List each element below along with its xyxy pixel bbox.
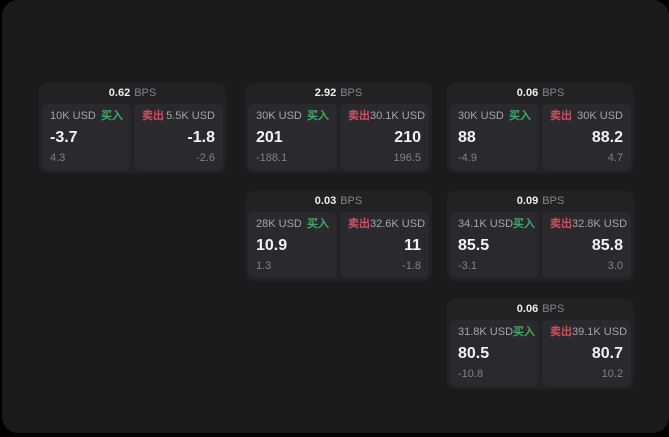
sell-amount: 32.6K USD [370,218,426,230]
buy-delta: 4.3 [50,152,66,164]
quote-card: 0.03 BPS 28K USD 买入 10.9 1.3 卖出 32.6K US… [245,191,432,281]
buy-label: 买入 [513,326,536,338]
buy-panel[interactable]: 31.8K USD 买入 80.5 -10.8 [450,320,539,386]
buy-amount: 10K USD [50,110,96,122]
buy-panel[interactable]: 34.1K USD 买入 85.5 -3.1 [450,212,539,278]
quote-card: 0.09 BPS 34.1K USD 买入 85.5 -3.1 卖出 32.8K… [447,191,634,281]
bps-header: 2.92 BPS [248,83,429,104]
buy-panel[interactable]: 28K USD 买入 10.9 1.3 [248,212,337,278]
sell-price: 88.2 [591,128,623,146]
sell-panel[interactable]: 卖出 32.6K USD 11 -1.8 [340,212,429,278]
buy-panel[interactable]: 10K USD 买入 -3.7 4.3 [42,104,131,170]
buy-label: 买入 [509,110,531,122]
sell-delta: -1.8 [402,260,421,272]
sell-label: 卖出 [348,218,370,230]
quote-card: 0.06 BPS 31.8K USD 买入 80.5 -10.8 卖出 39.1… [447,299,634,389]
quote-card: 0.06 BPS 30K USD 买入 88 -4.9 卖出 30K USD [447,83,634,173]
quote-body: 30K USD 买入 88 -4.9 卖出 30K USD 88.2 4.7 [450,104,631,170]
buy-delta: -188.1 [256,152,288,164]
buy-label: 买入 [307,110,329,122]
sell-amount: 30K USD [577,110,623,122]
sell-label: 卖出 [550,110,572,122]
buy-label: 买入 [513,218,536,230]
sell-delta: 196.5 [393,152,421,164]
buy-price: 80.5 [458,344,490,362]
sell-price: 80.7 [591,344,623,362]
bps-header: 0.09 BPS [450,191,631,212]
buy-label: 买入 [307,218,329,230]
quote-body: 28K USD 买入 10.9 1.3 卖出 32.6K USD 11 -1.8 [248,212,429,278]
buy-delta: -4.9 [458,152,477,164]
bps-unit-label: BPS [542,195,565,207]
quote-body: 34.1K USD 买入 85.5 -3.1 卖出 32.8K USD 85.8… [450,212,631,278]
sell-amount: 32.8K USD [572,218,628,230]
bps-value: 0.62 [108,87,131,99]
sell-price: 210 [394,128,421,146]
buy-amount: 31.8K USD [458,326,514,338]
bps-value: 0.03 [314,195,337,207]
bps-value: 0.06 [516,303,539,315]
sell-delta: 3.0 [607,260,623,272]
bps-header: 0.03 BPS [248,191,429,212]
bps-unit-label: BPS [542,303,565,315]
buy-delta: -3.1 [458,260,477,272]
buy-delta: 1.3 [256,260,272,272]
bps-value: 0.09 [516,195,539,207]
sell-label: 卖出 [550,218,572,230]
sell-delta: 10.2 [601,368,623,380]
buy-delta: -10.8 [458,368,484,380]
quote-body: 31.8K USD 买入 80.5 -10.8 卖出 39.1K USD 80.… [450,320,631,386]
buy-price: 85.5 [458,236,490,254]
sell-panel[interactable]: 卖出 30K USD 88.2 4.7 [542,104,631,170]
sell-panel[interactable]: 卖出 32.8K USD 85.8 3.0 [542,212,631,278]
sell-panel[interactable]: 卖出 30.1K USD 210 196.5 [340,104,429,170]
sell-price: 85.8 [591,236,623,254]
bps-header: 0.06 BPS [450,83,631,104]
bps-unit-label: BPS [134,87,157,99]
buy-price: 88 [458,128,476,146]
buy-panel[interactable]: 30K USD 买入 88 -4.9 [450,104,539,170]
sell-panel[interactable]: 卖出 5.5K USD -1.8 -2.6 [134,104,223,170]
sell-amount: 5.5K USD [166,110,215,122]
quote-card: 2.92 BPS 30K USD 买入 201 -188.1 卖出 30.1K … [245,83,432,173]
sell-label: 卖出 [550,326,572,338]
bps-unit-label: BPS [542,87,565,99]
sell-price: 11 [404,236,421,254]
sell-panel[interactable]: 卖出 39.1K USD 80.7 10.2 [542,320,631,386]
bps-value: 0.06 [516,87,539,99]
sell-amount: 30.1K USD [370,110,426,122]
sell-label: 卖出 [142,110,164,122]
buy-amount: 30K USD [458,110,504,122]
bps-value: 2.92 [314,87,337,99]
buy-price: 10.9 [256,236,288,254]
quote-body: 10K USD 买入 -3.7 4.3 卖出 5.5K USD -1.8 -2.… [42,104,223,170]
sell-price: -1.8 [187,128,215,146]
bps-unit-label: BPS [340,87,363,99]
bps-header: 0.62 BPS [42,83,223,104]
buy-amount: 28K USD [256,218,302,230]
sell-label: 卖出 [348,110,370,122]
buy-price: -3.7 [50,128,78,146]
quote-body: 30K USD 买入 201 -188.1 卖出 30.1K USD 210 1… [248,104,429,170]
buy-amount: 30K USD [256,110,302,122]
bps-header: 0.06 BPS [450,299,631,320]
buy-panel[interactable]: 30K USD 买入 201 -188.1 [248,104,337,170]
sell-amount: 39.1K USD [572,326,628,338]
quote-card: 0.62 BPS 10K USD 买入 -3.7 4.3 卖出 5.5K USD [39,83,226,173]
buy-price: 201 [256,128,283,146]
buy-amount: 34.1K USD [458,218,514,230]
sell-delta: -2.6 [196,152,215,164]
buy-label: 买入 [101,110,123,122]
sell-delta: 4.7 [607,152,623,164]
bps-unit-label: BPS [340,195,363,207]
